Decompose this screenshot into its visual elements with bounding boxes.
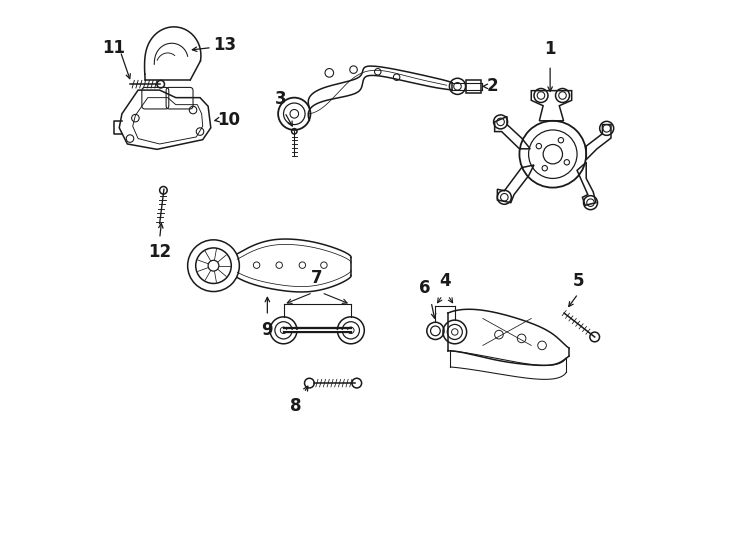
Text: 13: 13 <box>214 36 236 54</box>
Text: 6: 6 <box>419 280 430 298</box>
Text: 8: 8 <box>290 396 302 415</box>
Bar <box>465 80 481 93</box>
Text: 1: 1 <box>545 40 556 58</box>
Text: 4: 4 <box>439 272 451 290</box>
Text: 2: 2 <box>487 77 498 96</box>
Text: 10: 10 <box>217 111 240 129</box>
Text: 12: 12 <box>148 243 171 261</box>
Text: 7: 7 <box>311 269 323 287</box>
Text: 9: 9 <box>261 321 273 339</box>
Text: 11: 11 <box>102 39 126 57</box>
Text: 5: 5 <box>573 273 584 291</box>
Text: 3: 3 <box>275 90 287 109</box>
